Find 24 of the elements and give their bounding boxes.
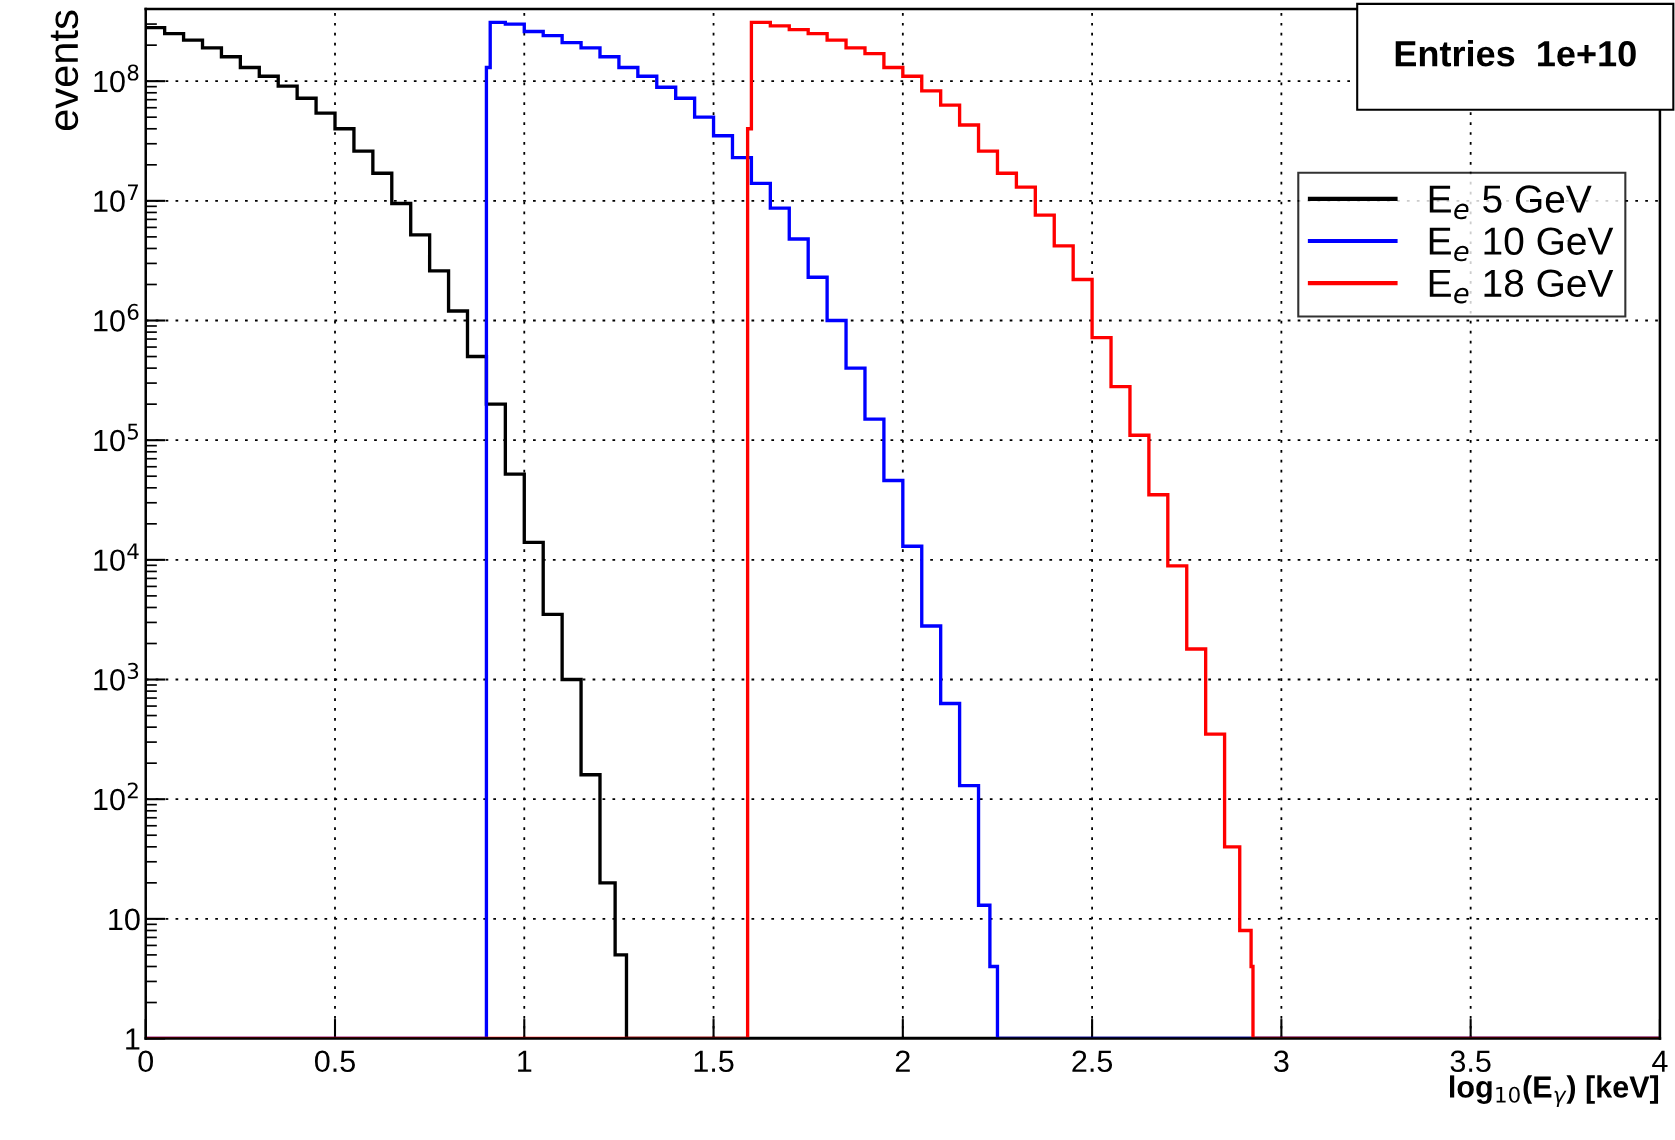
annotation: Entries 1e+10 bbox=[1395, 40, 1636, 67]
x-tick-label: 2 bbox=[895, 1050, 910, 1072]
x-tick-label: 3 bbox=[1274, 1050, 1289, 1073]
y-tick-label: 10$^{4}$ bbox=[94, 543, 139, 572]
y-axis-title: events bbox=[50, 10, 79, 131]
y-tick-label: 10$^{8}$ bbox=[94, 64, 139, 93]
x-tick-label: 1.5 bbox=[694, 1050, 734, 1073]
legend-label: E$_{e}$ 18 GeV bbox=[1429, 269, 1614, 304]
y-tick-label: 10$^{6}$ bbox=[94, 303, 139, 332]
legend-label: E$_{e}$ 5 GeV bbox=[1429, 185, 1592, 220]
x-tick-label: 2.5 bbox=[1072, 1050, 1113, 1073]
x-tick-label: 3.5 bbox=[1450, 1050, 1491, 1073]
y-tick-label: 10$^{5}$ bbox=[94, 423, 138, 452]
y-tick-label: 1 bbox=[126, 1028, 140, 1050]
y-tick-label: 10$^{3}$ bbox=[94, 662, 139, 691]
x-tick-label: 0 bbox=[138, 1050, 154, 1073]
x-axis-title: log$_{10}$(E$_{γ}$) [keV] bbox=[1450, 1075, 1659, 1107]
legend-label: E$_{e}$ 10 GeV bbox=[1429, 227, 1614, 262]
y-tick-label: 10 bbox=[109, 908, 140, 931]
y-tick-label: 10$^{7}$ bbox=[94, 184, 139, 212]
x-tick-label: 4 bbox=[1652, 1050, 1668, 1072]
x-tick-label: 1 bbox=[518, 1050, 532, 1072]
x-tick-label: 0.5 bbox=[314, 1050, 355, 1073]
y-tick-label: 10$^{2}$ bbox=[94, 782, 138, 811]
